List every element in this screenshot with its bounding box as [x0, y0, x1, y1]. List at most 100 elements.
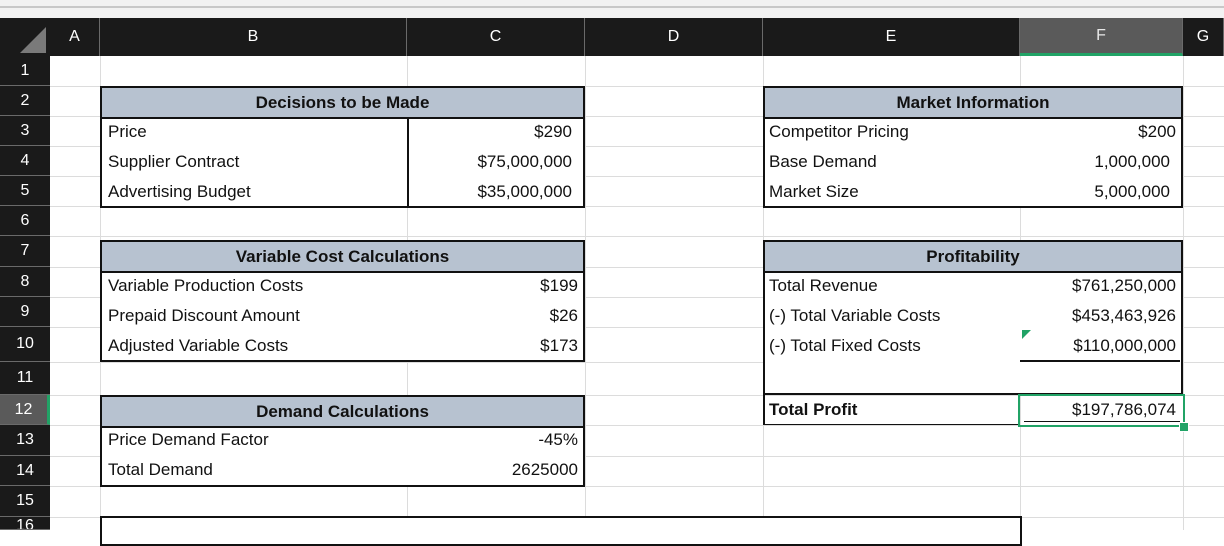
gridline	[585, 56, 586, 530]
demand-title: Demand Calculations	[102, 397, 583, 428]
total-revenue-label[interactable]: Total Revenue	[769, 276, 878, 295]
row-header[interactable]: 15	[0, 486, 50, 517]
market-size-value[interactable]: 5,000,000	[1094, 182, 1170, 201]
demand-panel: Demand Calculations	[100, 395, 585, 487]
row-header[interactable]: 1	[0, 56, 50, 86]
column-header-f[interactable]: F	[1020, 18, 1183, 56]
gridline	[50, 395, 1224, 396]
column-header-a[interactable]: A	[50, 18, 100, 56]
price-demand-factor-value[interactable]: -45%	[538, 430, 578, 449]
row-header[interactable]: 8	[0, 267, 50, 297]
column-header-g[interactable]: G	[1183, 18, 1224, 56]
row-label: 5	[20, 181, 30, 199]
total-demand-value[interactable]: 2625000	[511, 460, 578, 479]
row-label: 15	[16, 492, 34, 509]
row-label: 14	[16, 461, 34, 479]
row-header[interactable]: 2	[0, 86, 50, 116]
gridline	[50, 116, 1224, 117]
row-label: 2	[20, 91, 30, 109]
gridline	[50, 297, 1224, 298]
row-label: 3	[20, 121, 30, 139]
decisions-title: Decisions to be Made	[102, 88, 583, 119]
row-label: 10	[16, 335, 34, 352]
select-all-corner[interactable]	[0, 18, 51, 56]
gridline	[50, 327, 1224, 328]
gridline	[50, 425, 1224, 426]
row-header[interactable]: 14	[0, 456, 50, 486]
total-profit-value[interactable]: $197,786,074	[1072, 400, 1176, 419]
row-header[interactable]: 3	[0, 116, 50, 146]
next-panel-partial	[100, 516, 1022, 546]
column-label: F	[1096, 26, 1106, 44]
row-header[interactable]: 7	[0, 236, 50, 267]
decisions-panel: Decisions to be Made	[100, 86, 585, 208]
total-top-border	[763, 393, 1183, 395]
subtotal-underline	[1020, 360, 1180, 362]
prepaid-discount-value[interactable]: $26	[549, 306, 578, 325]
row-label: 6	[20, 211, 30, 229]
total-fixed-costs-value[interactable]: $110,000,000	[1073, 336, 1176, 355]
column-label: E	[885, 28, 897, 45]
gridline	[50, 86, 1224, 87]
row-header[interactable]: 4	[0, 146, 50, 176]
gridline	[50, 362, 1224, 363]
variable-production-costs-label[interactable]: Variable Production Costs	[108, 276, 304, 295]
total-variable-costs-value[interactable]: $453,463,926	[1072, 306, 1176, 325]
total-variable-costs-label[interactable]: (-) Total Variable Costs	[769, 306, 941, 325]
column-divider	[407, 117, 409, 206]
row-header[interactable]: 13	[0, 425, 50, 456]
price-value[interactable]: $290	[534, 122, 572, 141]
column-header-c[interactable]: C	[407, 18, 585, 56]
supplier-contract-value[interactable]: $75,000,000	[477, 152, 572, 171]
base-demand-value[interactable]: 1,000,000	[1094, 152, 1170, 171]
row-header[interactable]: 6	[0, 206, 50, 236]
gridline	[50, 486, 1224, 487]
gridline	[50, 456, 1224, 457]
row-label: 4	[20, 151, 30, 169]
row-label: 16	[16, 517, 34, 530]
column-label: D	[667, 28, 680, 45]
column-header-b[interactable]: B	[100, 18, 407, 56]
base-demand-label[interactable]: Base Demand	[769, 152, 877, 171]
market-size-label[interactable]: Market Size	[769, 182, 859, 201]
total-revenue-value[interactable]: $761,250,000	[1072, 276, 1176, 295]
gridline	[50, 236, 1224, 237]
column-header-d[interactable]: D	[585, 18, 763, 56]
column-label: B	[247, 28, 259, 45]
total-left-border	[763, 393, 765, 425]
row-header[interactable]: 10	[0, 327, 50, 362]
column-header-e[interactable]: E	[763, 18, 1020, 56]
competitor-pricing-label[interactable]: Competitor Pricing	[769, 122, 909, 141]
price-demand-factor-label[interactable]: Price Demand Factor	[108, 430, 269, 449]
row-header[interactable]: 16	[0, 517, 50, 530]
advertising-budget-label[interactable]: Advertising Budget	[108, 182, 251, 201]
select-all-icon	[20, 27, 46, 53]
row-label: 13	[16, 431, 34, 448]
selected-cell-f12[interactable]	[1018, 394, 1185, 427]
row-label: 9	[20, 302, 30, 320]
profitability-title: Profitability	[765, 242, 1181, 273]
total-demand-label[interactable]: Total Demand	[108, 460, 213, 479]
fill-handle[interactable]	[1179, 422, 1189, 432]
profitability-panel: Profitability	[763, 240, 1183, 395]
total-fixed-costs-label[interactable]: (-) Total Fixed Costs	[769, 336, 921, 355]
adjusted-variable-costs-label[interactable]: Adjusted Variable Costs	[108, 336, 289, 355]
competitor-pricing-value[interactable]: $200	[1138, 122, 1176, 141]
row-label: 7	[20, 242, 30, 259]
supplier-contract-label[interactable]: Supplier Contract	[108, 152, 240, 171]
row-label: 8	[20, 272, 30, 290]
column-label: A	[69, 28, 80, 45]
row-header[interactable]: 12	[0, 395, 50, 425]
variable-production-costs-value[interactable]: $199	[540, 276, 578, 295]
row-header[interactable]: 5	[0, 176, 50, 206]
gridline	[50, 176, 1224, 177]
adjusted-variable-costs-value[interactable]: $173	[540, 336, 578, 355]
total-profit-label[interactable]: Total Profit	[769, 400, 858, 419]
market-title: Market Information	[765, 88, 1181, 119]
row-header[interactable]: 11	[0, 362, 50, 395]
variable-cost-panel: Variable Cost Calculations	[100, 240, 585, 362]
price-label[interactable]: Price	[108, 122, 147, 141]
row-header[interactable]: 9	[0, 297, 50, 327]
prepaid-discount-label[interactable]: Prepaid Discount Amount	[108, 306, 300, 325]
advertising-budget-value[interactable]: $35,000,000	[477, 182, 572, 201]
